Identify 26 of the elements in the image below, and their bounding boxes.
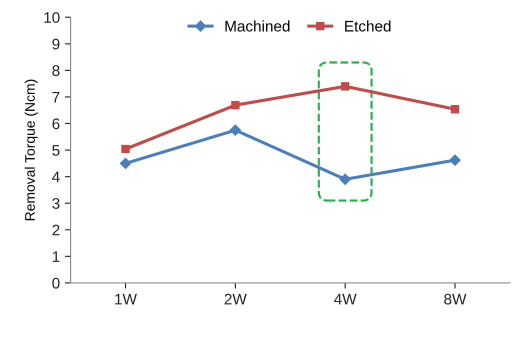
legend-label: Machined xyxy=(225,20,290,32)
point xyxy=(120,158,132,169)
y-tick-label: 6 xyxy=(52,118,60,130)
y-axis-title: Removal Torque (Ncm) xyxy=(24,80,38,220)
legend-label: Etched xyxy=(345,20,390,32)
y-tick-label: 5 xyxy=(52,145,60,156)
x-tick-label: 8W xyxy=(444,294,466,305)
x-tick-label: 2W xyxy=(224,294,247,304)
point xyxy=(340,174,351,185)
point xyxy=(450,105,460,114)
y-tick-label: 2 xyxy=(52,224,60,236)
point xyxy=(121,144,130,154)
x-tick-label: 1W xyxy=(115,294,137,304)
y-tick-label: 9 xyxy=(52,38,60,50)
x-tick-label: 4W xyxy=(334,294,357,304)
y-tick-label: 0 xyxy=(52,278,60,289)
point xyxy=(231,101,240,110)
point xyxy=(341,82,350,90)
y-tick-label: 10 xyxy=(44,12,60,23)
y-tick-label: 7 xyxy=(52,92,60,102)
y-tick-label: 1 xyxy=(52,251,60,262)
y-tick-label: 4 xyxy=(52,172,60,182)
point xyxy=(230,124,241,136)
point xyxy=(449,154,461,166)
y-tick-label: 8 xyxy=(52,65,60,76)
y-tick-label: 3 xyxy=(52,198,60,209)
